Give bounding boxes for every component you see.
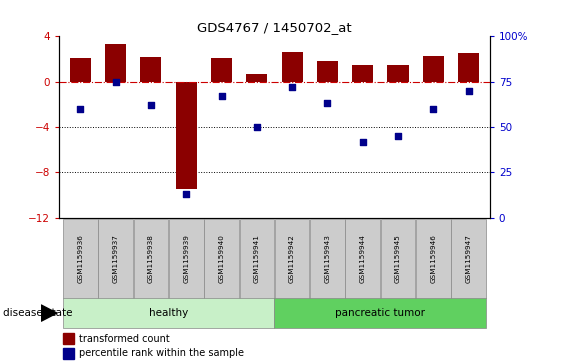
Text: transformed count: transformed count xyxy=(79,334,170,344)
Point xyxy=(464,88,473,94)
Text: GSM1159940: GSM1159940 xyxy=(218,234,225,283)
Point xyxy=(429,106,438,112)
Bar xyxy=(211,58,232,82)
Text: GSM1159942: GSM1159942 xyxy=(289,234,295,283)
Bar xyxy=(282,52,303,82)
Polygon shape xyxy=(41,305,57,321)
Bar xyxy=(246,74,267,82)
Text: GSM1159941: GSM1159941 xyxy=(254,234,260,283)
Text: disease state: disease state xyxy=(3,308,72,318)
FancyBboxPatch shape xyxy=(275,298,486,328)
Text: pancreatic tumor: pancreatic tumor xyxy=(336,308,426,318)
Point xyxy=(323,101,332,106)
Bar xyxy=(176,82,197,189)
Text: GSM1159945: GSM1159945 xyxy=(395,234,401,283)
FancyBboxPatch shape xyxy=(275,219,310,299)
Text: GSM1159946: GSM1159946 xyxy=(430,234,436,283)
Text: healthy: healthy xyxy=(149,308,188,318)
Bar xyxy=(140,57,162,82)
Bar xyxy=(64,348,74,359)
Point xyxy=(394,133,403,139)
FancyBboxPatch shape xyxy=(239,219,274,299)
Bar xyxy=(70,58,91,82)
Point xyxy=(217,93,226,99)
Bar xyxy=(423,56,444,82)
FancyBboxPatch shape xyxy=(346,219,380,299)
FancyBboxPatch shape xyxy=(310,219,345,299)
Bar xyxy=(105,44,126,82)
Text: percentile rank within the sample: percentile rank within the sample xyxy=(79,348,244,359)
Point xyxy=(146,102,155,108)
FancyBboxPatch shape xyxy=(99,219,133,299)
Bar xyxy=(64,333,74,344)
FancyBboxPatch shape xyxy=(133,219,168,299)
Point xyxy=(182,191,191,197)
Text: GSM1159937: GSM1159937 xyxy=(113,234,119,283)
Text: GSM1159938: GSM1159938 xyxy=(148,234,154,283)
Point xyxy=(76,106,85,112)
Bar xyxy=(458,53,479,82)
Text: GSM1159943: GSM1159943 xyxy=(324,234,330,283)
Point xyxy=(252,124,261,130)
Text: GSM1159944: GSM1159944 xyxy=(360,234,366,283)
FancyBboxPatch shape xyxy=(452,219,486,299)
FancyBboxPatch shape xyxy=(204,219,239,299)
FancyBboxPatch shape xyxy=(169,219,203,299)
FancyBboxPatch shape xyxy=(63,219,97,299)
FancyBboxPatch shape xyxy=(416,219,450,299)
Point xyxy=(111,79,120,85)
Text: GSM1159939: GSM1159939 xyxy=(183,234,189,283)
Bar xyxy=(387,65,409,82)
FancyBboxPatch shape xyxy=(62,298,275,328)
Title: GDS4767 / 1450702_at: GDS4767 / 1450702_at xyxy=(197,21,352,34)
Point xyxy=(288,84,297,90)
Bar xyxy=(352,65,373,82)
Text: GSM1159947: GSM1159947 xyxy=(466,234,472,283)
FancyBboxPatch shape xyxy=(381,219,415,299)
Bar xyxy=(317,61,338,82)
Point xyxy=(358,139,367,144)
Text: GSM1159936: GSM1159936 xyxy=(77,234,83,283)
